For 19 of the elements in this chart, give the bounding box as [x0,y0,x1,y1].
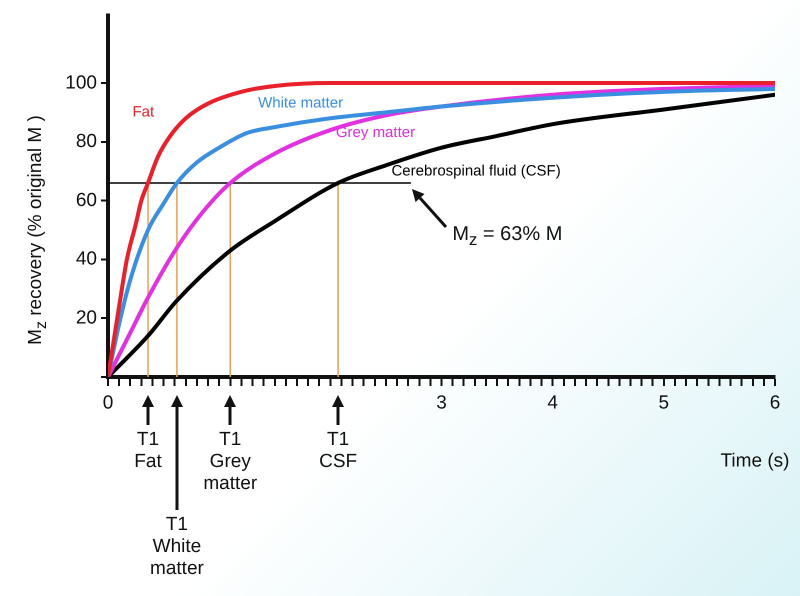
x-tick-label: 0 [102,392,114,414]
text: T1 White matter [150,514,204,580]
x-axis-title: Time (s) [720,450,790,472]
text: T1 Fat [134,429,162,473]
x-tick-label: 6 [770,392,780,414]
y-tick-label: 100 [65,72,97,94]
annotation: M$_{z}$ = 63% M [452,222,562,250]
y-tick-label: 40 [76,248,97,270]
series-label: Cerebrospinal fluid (CSF) [391,162,561,180]
x-tick-label: 3 [436,392,447,414]
series-label: White matter [258,94,344,112]
y-tick-label: 20 [76,307,97,328]
text: T1 Grey matter [203,429,258,495]
x-tick-label: 5 [658,392,670,414]
y-tick-label: 80 [76,131,97,152]
text: T1 CSF [319,429,358,473]
y-tick-label: 60 [76,190,97,211]
x-tick-label: 4 [547,392,558,414]
series-label: Fat [132,104,155,121]
